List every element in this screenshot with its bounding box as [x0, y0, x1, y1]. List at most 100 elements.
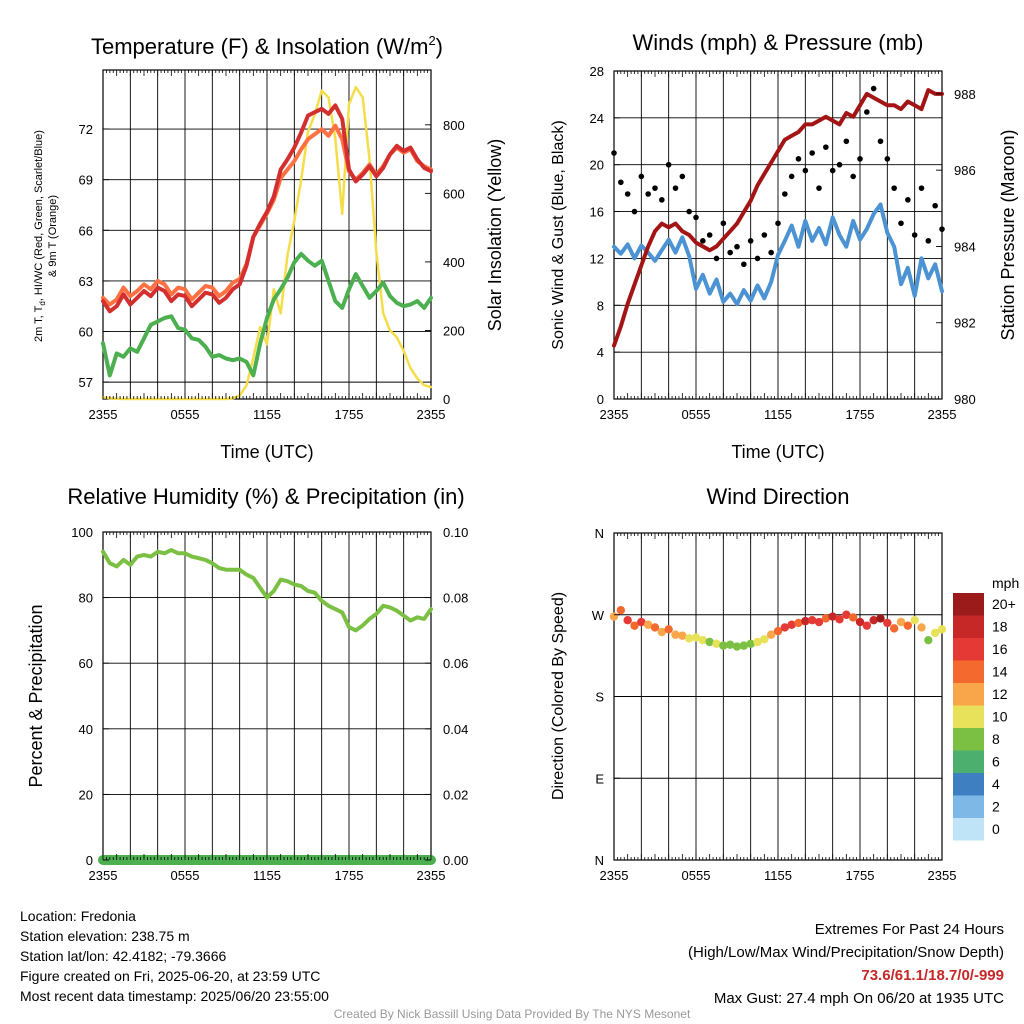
extremes-subtitle: (High/Low/Max Wind/Precipitation/Snow De…	[688, 944, 1004, 961]
x-tick-label: 2355	[417, 868, 446, 883]
legend-swatch	[953, 728, 984, 751]
speed-color-legend: 20+ 18 16 14 12 10 8 6 4 2 0	[953, 593, 1016, 841]
winds-panel-title: Winds (mph) & Pressure (mb)	[633, 30, 924, 55]
x-tick-label: 0555	[682, 868, 711, 883]
y-tick-label: 57	[79, 375, 93, 390]
gust-point	[713, 255, 720, 262]
gust-point	[727, 249, 733, 256]
direction-point	[698, 635, 708, 645]
x-tick-label: 0555	[171, 868, 200, 883]
direction-point	[623, 616, 632, 625]
gust-point	[782, 191, 788, 197]
direction-point	[862, 621, 872, 630]
x-tick-label: 1155	[253, 407, 281, 422]
y2-tick-label: 0	[443, 392, 450, 407]
station-elevation: Station elevation: 238.75 m	[20, 928, 190, 944]
y2-tick-label: 0.08	[443, 591, 468, 606]
x-tick-label: 1755	[846, 868, 875, 883]
solar-y-axis-label: Solar Insolation (Yellow)	[485, 139, 505, 331]
legend-swatch	[953, 818, 984, 841]
direction-point	[896, 617, 906, 627]
wind-direction-series	[609, 606, 947, 651]
direction-point	[705, 637, 714, 647]
direction-point	[828, 612, 837, 621]
gust-point	[747, 238, 754, 244]
direction-point	[725, 640, 735, 649]
temperature-panel-title: Temperature (F) & Insolation (W/m2)	[91, 33, 443, 59]
direction-point	[835, 615, 844, 624]
legend-label: 12	[992, 686, 1008, 702]
extremes-title: Extremes For Past 24 Hours	[814, 921, 1004, 938]
gust-point	[802, 167, 809, 174]
direction-point	[630, 621, 639, 630]
y-tick-label: 100	[71, 525, 93, 540]
gust-point	[891, 185, 897, 191]
direction-point	[664, 625, 673, 634]
series-line-2m-t	[101, 103, 433, 314]
gust-point	[905, 197, 911, 203]
legend-label: 10	[992, 709, 1008, 725]
direction-point	[691, 633, 701, 642]
gust-point	[693, 214, 699, 221]
y2-tick-label: 984	[954, 239, 976, 254]
direction-point	[746, 639, 755, 649]
direction-point	[766, 630, 776, 639]
legend-label: 4	[992, 776, 1000, 792]
y-tick-label: 60	[79, 656, 93, 671]
direction-point	[657, 627, 667, 637]
speed-legend-title: mph	[992, 575, 1019, 591]
gust-point	[768, 249, 774, 256]
winds-panel: Winds (mph) & Pressure (mb) 2355 0555 1155…	[550, 30, 1018, 462]
direction-point	[924, 635, 933, 645]
x-tick-label: 1755	[335, 868, 364, 883]
direction-point	[643, 620, 653, 629]
gust-point	[932, 202, 938, 209]
extremes-values: 73.6/61.1/18.7/0/-999	[861, 967, 1004, 984]
gust-point	[686, 208, 692, 215]
x-tick-label: 2355	[600, 407, 629, 422]
max-gust: Max Gust: 27.4 mph On 06/20 at 1935 UTC	[713, 990, 1004, 1007]
direction-point	[684, 634, 694, 643]
y2-tick-label: 980	[954, 392, 976, 407]
gust-point	[659, 197, 665, 203]
gust-point	[816, 185, 822, 191]
winds-y-axis-label: Sonic Wind & Gust (Blue, Black)	[550, 120, 567, 349]
gust-point	[843, 138, 850, 145]
direction-point	[671, 630, 680, 639]
y-tick-label: 24	[590, 111, 604, 126]
series-line-rh	[101, 548, 433, 633]
gust-point	[795, 156, 802, 162]
gust-point	[706, 232, 713, 238]
y-tick-label: 12	[590, 251, 604, 266]
y-tick-label: 80	[79, 591, 93, 606]
winds-axes: 2355 0555 1155 1755 235504812162024289809829…	[590, 64, 976, 422]
direction-point	[821, 614, 831, 623]
humidity-axes: 2355 0555 1155 1755 23550204060801000.000.02…	[71, 525, 468, 883]
temperature-axes: 2355 0555 1155 1755 2355 57 60 63 66 69 72 0 200 400 6…	[79, 70, 465, 422]
y-tick-label: 20	[79, 787, 93, 802]
gust-point	[672, 185, 679, 191]
direction-point	[883, 618, 892, 628]
direction-point	[814, 617, 824, 627]
direction-point	[937, 625, 947, 634]
y-tick-label: 28	[590, 64, 604, 79]
gust-point	[761, 232, 768, 238]
gust-point	[734, 243, 740, 250]
gust-point	[925, 238, 932, 244]
y-tick-label: 0	[86, 853, 93, 868]
y-tick-label: 66	[79, 223, 93, 238]
humidity-panel: Relative Humidity (%) & Precipitation (i…	[26, 484, 468, 883]
legend-swatch	[953, 593, 984, 616]
gust-point	[877, 138, 884, 145]
legend-label: 20+	[992, 596, 1016, 612]
gust-point	[829, 167, 836, 174]
y-tick-label: 63	[79, 274, 93, 289]
gust-point	[624, 191, 631, 197]
gust-point	[775, 220, 781, 227]
direction-point	[855, 617, 865, 627]
y2-tick-label: 200	[443, 323, 465, 338]
legend-label: 0	[992, 821, 1000, 837]
legend-swatch	[953, 615, 984, 638]
wind-direction-y-axis-label: Direction (Colored By Speed)	[550, 592, 567, 800]
series-line-pressure	[612, 88, 944, 348]
